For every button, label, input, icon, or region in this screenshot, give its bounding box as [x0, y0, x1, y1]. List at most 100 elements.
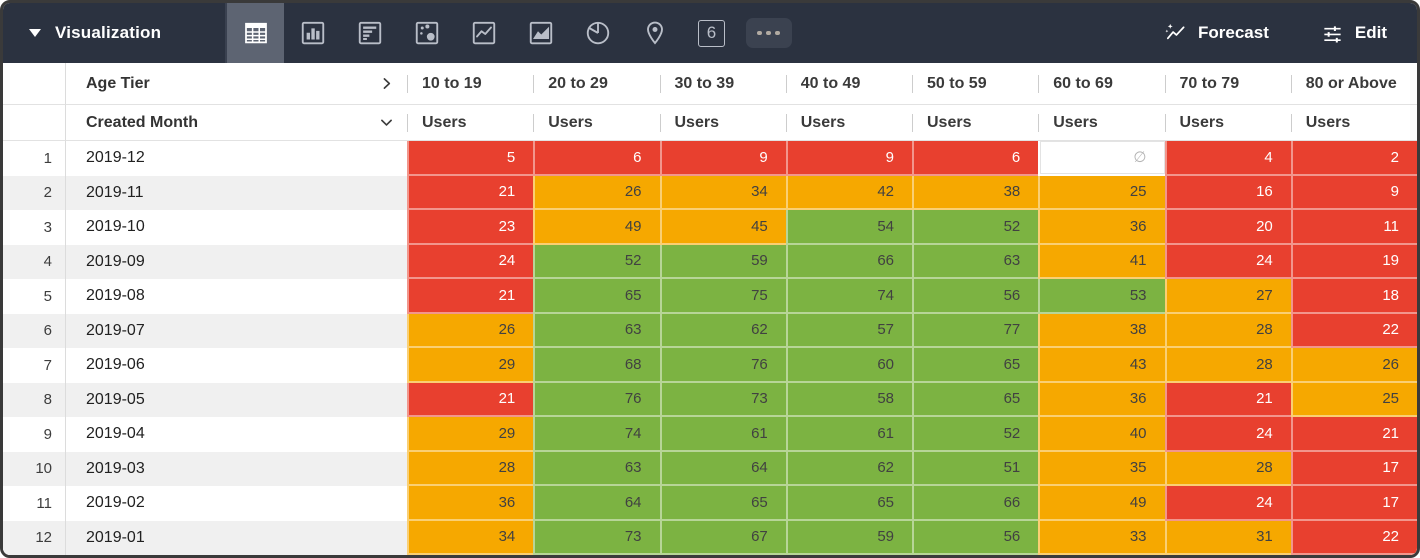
viz-type-line-button[interactable] — [455, 3, 512, 63]
value-cell[interactable]: 66 — [912, 486, 1039, 521]
value-cell[interactable]: 54 — [785, 210, 912, 245]
value-cell[interactable]: 53 — [1038, 279, 1165, 314]
measure-header[interactable]: Users — [1164, 105, 1291, 141]
value-cell[interactable]: 61 — [659, 417, 786, 452]
value-cell[interactable]: 36 — [407, 486, 534, 521]
month-cell[interactable]: 2019-07 — [66, 313, 407, 348]
value-cell[interactable]: 21 — [407, 382, 534, 417]
chevron-right-icon[interactable] — [378, 75, 395, 92]
value-cell[interactable]: 65 — [912, 348, 1039, 383]
measure-header[interactable]: Users — [659, 105, 786, 141]
value-cell[interactable]: 34 — [659, 175, 786, 210]
value-cell[interactable]: 49 — [1038, 486, 1165, 521]
value-cell[interactable]: 66 — [785, 244, 912, 279]
value-cell[interactable]: 9 — [785, 141, 912, 176]
viz-type-row-button[interactable] — [341, 3, 398, 63]
value-cell[interactable]: 65 — [533, 279, 660, 314]
value-cell[interactable]: 38 — [1038, 313, 1165, 348]
value-cell[interactable]: 27 — [1164, 279, 1291, 314]
viz-type-scatter-button[interactable] — [398, 3, 455, 63]
value-cell[interactable]: 65 — [785, 486, 912, 521]
value-cell[interactable]: 73 — [659, 382, 786, 417]
month-cell[interactable]: 2019-03 — [66, 451, 407, 486]
value-cell[interactable]: 42 — [785, 175, 912, 210]
month-cell[interactable]: 2019-08 — [66, 279, 407, 314]
value-cell[interactable]: 75 — [659, 279, 786, 314]
edit-button[interactable]: Edit — [1321, 22, 1387, 45]
value-cell[interactable]: 31 — [1164, 520, 1291, 555]
month-cell[interactable]: 2019-01 — [66, 520, 407, 555]
month-cell[interactable]: 2019-11 — [66, 175, 407, 210]
value-cell[interactable]: 36 — [1038, 210, 1165, 245]
value-cell[interactable]: 17 — [1290, 486, 1417, 521]
value-cell[interactable]: 24 — [407, 244, 534, 279]
value-cell[interactable]: 25 — [1290, 382, 1417, 417]
value-cell[interactable]: 29 — [407, 348, 534, 383]
measure-header[interactable]: Users — [1038, 105, 1165, 141]
month-cell[interactable]: 2019-06 — [66, 348, 407, 383]
value-cell[interactable]: 21 — [407, 279, 534, 314]
pivot-column-header[interactable]: 70 to 79 — [1164, 63, 1291, 105]
measure-header[interactable]: Users — [912, 105, 1039, 141]
viz-type-single-value-button[interactable]: 6 — [683, 3, 740, 63]
measure-header[interactable]: Users — [407, 105, 534, 141]
value-cell[interactable]: 60 — [785, 348, 912, 383]
age-tier-header[interactable]: Age Tier — [66, 63, 407, 105]
value-cell[interactable]: 51 — [912, 451, 1039, 486]
value-cell[interactable]: 36 — [1038, 382, 1165, 417]
value-cell[interactable]: 33 — [1038, 520, 1165, 555]
value-cell[interactable]: 77 — [912, 313, 1039, 348]
value-cell[interactable]: 26 — [533, 175, 660, 210]
value-cell[interactable]: 65 — [912, 382, 1039, 417]
value-cell[interactable]: 21 — [1290, 417, 1417, 452]
value-cell[interactable]: 58 — [785, 382, 912, 417]
value-cell[interactable]: 23 — [407, 210, 534, 245]
value-cell[interactable]: 56 — [912, 520, 1039, 555]
value-cell[interactable]: 67 — [659, 520, 786, 555]
value-cell[interactable]: 63 — [533, 313, 660, 348]
month-cell[interactable]: 2019-05 — [66, 382, 407, 417]
value-cell[interactable]: 40 — [1038, 417, 1165, 452]
value-cell[interactable]: 9 — [659, 141, 786, 176]
chevron-down-icon[interactable] — [378, 114, 395, 131]
value-cell[interactable]: 28 — [1164, 313, 1291, 348]
value-cell[interactable]: 74 — [533, 417, 660, 452]
measure-header[interactable]: Users — [533, 105, 660, 141]
null-value-cell[interactable]: ∅ — [1038, 141, 1165, 176]
value-cell[interactable]: 68 — [533, 348, 660, 383]
value-cell[interactable]: 41 — [1038, 244, 1165, 279]
value-cell[interactable]: 6 — [533, 141, 660, 176]
pivot-column-header[interactable]: 60 to 69 — [1038, 63, 1165, 105]
value-cell[interactable]: 63 — [912, 244, 1039, 279]
pivot-column-header[interactable]: 20 to 29 — [533, 63, 660, 105]
viz-type-bar-button[interactable] — [284, 3, 341, 63]
forecast-button[interactable]: Forecast — [1164, 22, 1269, 45]
value-cell[interactable]: 65 — [659, 486, 786, 521]
value-cell[interactable]: 25 — [1038, 175, 1165, 210]
value-cell[interactable]: 22 — [1290, 520, 1417, 555]
value-cell[interactable]: 21 — [1164, 382, 1291, 417]
value-cell[interactable]: 29 — [407, 417, 534, 452]
month-cell[interactable]: 2019-09 — [66, 244, 407, 279]
value-cell[interactable]: 52 — [912, 210, 1039, 245]
more-viz-types-button[interactable] — [740, 3, 797, 63]
value-cell[interactable]: 43 — [1038, 348, 1165, 383]
value-cell[interactable]: 35 — [1038, 451, 1165, 486]
value-cell[interactable]: 28 — [407, 451, 534, 486]
value-cell[interactable]: 16 — [1164, 175, 1291, 210]
value-cell[interactable]: 52 — [533, 244, 660, 279]
value-cell[interactable]: 5 — [407, 141, 534, 176]
value-cell[interactable]: 64 — [533, 486, 660, 521]
visualization-dropdown[interactable]: Visualization — [3, 3, 227, 63]
measure-header[interactable]: Users — [1290, 105, 1417, 141]
month-cell[interactable]: 2019-10 — [66, 210, 407, 245]
value-cell[interactable]: 24 — [1164, 417, 1291, 452]
value-cell[interactable]: 62 — [785, 451, 912, 486]
pivot-column-header[interactable]: 30 to 39 — [659, 63, 786, 105]
pivot-column-header[interactable]: 80 or Above — [1290, 63, 1417, 105]
value-cell[interactable]: 56 — [912, 279, 1039, 314]
value-cell[interactable]: 11 — [1290, 210, 1417, 245]
value-cell[interactable]: 26 — [407, 313, 534, 348]
value-cell[interactable]: 6 — [912, 141, 1039, 176]
month-cell[interactable]: 2019-02 — [66, 486, 407, 521]
